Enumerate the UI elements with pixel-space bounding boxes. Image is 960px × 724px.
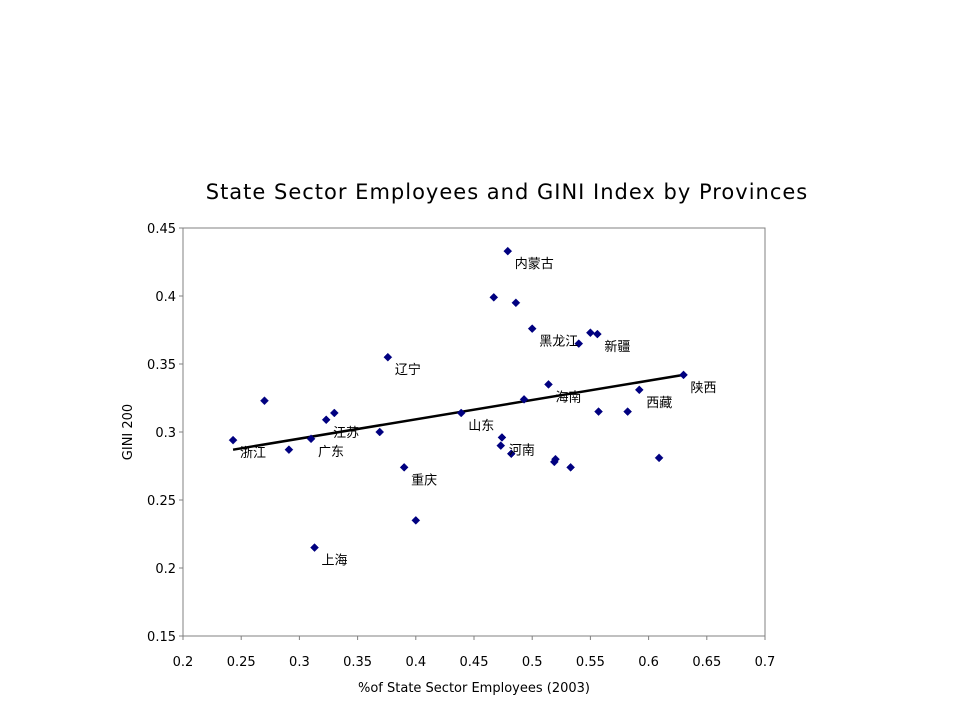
y-tick-label: 0.2 [155, 562, 176, 577]
data-point [544, 380, 553, 389]
x-tick-label: 0.2 [173, 655, 194, 670]
point-label: 浙江 [240, 446, 266, 461]
data-point [411, 516, 421, 525]
x-axis: 0.2 0.25 0.3 0.35 0.4 0.45 0.5 0.55 0.6 0.65 0.7 [173, 636, 776, 670]
data-point [634, 385, 644, 395]
x-tick-label: 0.5 [522, 655, 543, 670]
data-point [623, 407, 633, 416]
y-tick-label: 0.15 [147, 630, 176, 645]
data-point [586, 328, 595, 338]
chart-title: State Sector Employees and GINI Index by… [206, 180, 809, 204]
data-point [321, 415, 331, 425]
x-axis-label: %of State Sector Employees (2003) [358, 681, 590, 696]
y-axis-label: GINI 200 [121, 404, 136, 460]
point-label: 江苏 [333, 425, 359, 441]
x-tick-label: 0.45 [460, 655, 489, 670]
point-label: 内蒙古 [515, 256, 554, 272]
data-point [503, 246, 513, 256]
data-point [506, 449, 516, 459]
data-point [497, 433, 507, 442]
data-point [654, 453, 664, 463]
data-point [399, 463, 409, 472]
y-tick-label: 0.4 [155, 290, 176, 305]
point-label: 海南 [555, 389, 581, 405]
data-point [375, 427, 385, 437]
point-label: 辽宁 [395, 362, 421, 378]
data-point [566, 463, 575, 472]
x-tick-label: 0.4 [405, 655, 426, 670]
x-tick-label: 0.25 [227, 655, 256, 670]
data-point [594, 407, 603, 416]
data-point [574, 339, 584, 348]
y-tick-label: 0.45 [147, 222, 176, 237]
data-point [260, 396, 269, 406]
point-label: 上海 [322, 554, 348, 569]
y-axis: 0.15 0.2 0.25 0.3 0.35 0.4 0.45 [147, 222, 183, 645]
point-label: 新疆 [604, 339, 630, 355]
point-label: 广东 [318, 445, 344, 460]
data-point [329, 408, 339, 418]
data-point [593, 329, 602, 339]
point-label: 重庆 [411, 472, 437, 488]
y-tick-label: 0.35 [147, 358, 176, 373]
data-point [519, 395, 529, 404]
x-tick-label: 0.7 [755, 655, 776, 670]
y-tick-label: 0.3 [155, 426, 176, 441]
data-point [306, 434, 316, 444]
data-point [456, 408, 466, 418]
data-point [310, 543, 319, 552]
x-tick-label: 0.3 [289, 655, 310, 670]
point-label: 河南 [509, 442, 535, 458]
data-point [489, 293, 499, 302]
data-point [511, 298, 521, 308]
x-tick-label: 0.55 [576, 655, 605, 670]
data-point [284, 445, 294, 455]
x-tick-label: 0.65 [692, 655, 721, 670]
y-tick-label: 0.25 [147, 494, 176, 509]
point-label: 山东 [468, 419, 494, 434]
data-point [228, 435, 238, 445]
data-point [383, 352, 393, 362]
x-tick-label: 0.35 [343, 655, 372, 670]
point-label: 黑龙江 [539, 335, 578, 350]
x-tick-label: 0.6 [638, 655, 659, 670]
data-points [228, 246, 688, 552]
data-point [527, 324, 537, 333]
data-point [679, 370, 688, 380]
data-point [551, 454, 560, 464]
data-point [496, 441, 506, 450]
point-label: 陕西 [691, 381, 717, 396]
point-label: 西藏 [646, 396, 672, 411]
